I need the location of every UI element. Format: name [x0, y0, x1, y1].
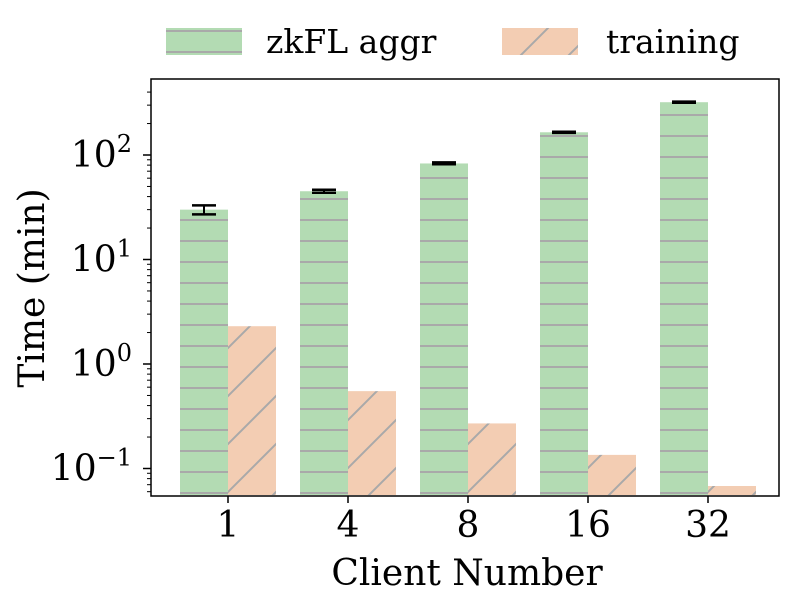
- y-axis: 10−1 100 101 102: [51, 91, 151, 493]
- x-axis-label: Client Number: [331, 553, 603, 594]
- bar-training-1: [228, 326, 276, 495]
- bar-zkfl-aggr-8: [420, 163, 468, 495]
- legend-label-training: training: [606, 22, 739, 61]
- bar-training-16: [588, 454, 636, 495]
- legend-swatch-zkfl-aggr: [166, 28, 242, 55]
- error-bar-zkfl-aggr-4: [312, 188, 336, 195]
- y-tick-label-100: 102: [71, 130, 132, 176]
- legend: zkFL aggr training: [166, 22, 739, 61]
- legend-swatch-training: [502, 28, 578, 55]
- bar-training-8: [468, 423, 516, 495]
- bar-zkfl-aggr-1: [180, 209, 228, 496]
- bar-zkfl-aggr-32: [660, 102, 708, 496]
- error-bars-layer: [192, 100, 696, 216]
- x-tick-label-4: 4: [337, 505, 360, 546]
- plot-frame: [150, 78, 780, 497]
- error-bar-zkfl-aggr-8: [432, 161, 456, 166]
- bar-training-4: [348, 391, 396, 495]
- error-bar-zkfl-aggr-1: [192, 204, 216, 216]
- bar-training-32: [708, 486, 756, 495]
- x-tick-label-32: 32: [685, 505, 731, 546]
- x-tick-label-16: 16: [565, 505, 611, 546]
- legend-item-zkfl-aggr: zkFL aggr: [166, 22, 437, 61]
- legend-label-zkfl-aggr: zkFL aggr: [266, 22, 437, 61]
- y-tick-label-0.1: 10−1: [51, 444, 132, 490]
- error-bar-zkfl-aggr-32: [672, 100, 696, 105]
- x-axis: 1 4 8 16 32: [217, 496, 731, 546]
- y-tick-label-10: 101: [71, 235, 132, 281]
- legend-item-training: training: [502, 22, 739, 61]
- bars-layer: [180, 102, 756, 496]
- y-axis-label: Time (min): [12, 188, 53, 387]
- bar-zkfl-aggr-16: [540, 132, 588, 495]
- y-tick-label-1: 100: [71, 339, 132, 385]
- x-tick-label-8: 8: [457, 505, 480, 546]
- bar-zkfl-aggr-4: [300, 191, 348, 495]
- error-bar-zkfl-aggr-16: [552, 130, 576, 135]
- x-tick-label-1: 1: [217, 505, 240, 546]
